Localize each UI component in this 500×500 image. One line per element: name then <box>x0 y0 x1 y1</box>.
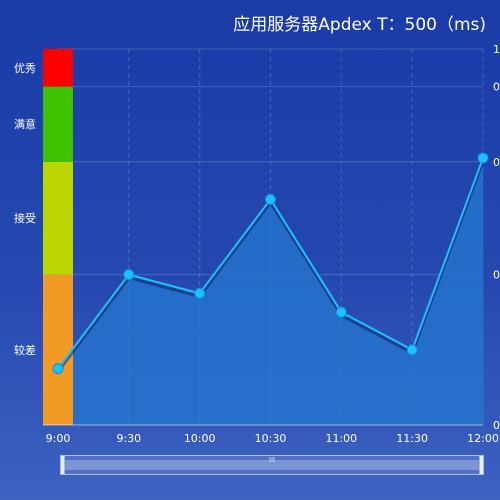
apdex-band <box>43 49 73 87</box>
x-tick-label: 10:00 <box>184 432 216 445</box>
apdex-band <box>43 86 73 162</box>
x-tick-label: 9:30 <box>116 432 141 445</box>
apdex-band <box>43 161 73 275</box>
axes: 较差 接受 满意 优秀 9:00 9:30 10:00 10:30 11:00 11:30 12:0… <box>14 43 500 445</box>
y-tick-label: 0 <box>493 156 500 169</box>
x-tick-label: 11:30 <box>396 432 428 445</box>
data-point <box>477 152 489 164</box>
data-point <box>406 344 418 356</box>
datazoom-slider[interactable]: III <box>60 455 484 475</box>
apdex-band-label: 较差 <box>14 343 36 357</box>
datazoom-grip-icon[interactable]: III <box>268 456 276 464</box>
data-point <box>123 269 135 281</box>
datazoom-left-handle[interactable] <box>60 455 65 475</box>
data-point <box>194 287 206 299</box>
y-tick-label: 1 <box>493 43 500 56</box>
data-point <box>265 193 276 205</box>
chart-title: 应用服务器Apdex T：500（ms) <box>233 15 486 35</box>
apdex-band-label: 满意 <box>14 117 36 131</box>
apdex-band <box>43 274 73 425</box>
data-points <box>52 152 489 375</box>
area-fill <box>58 158 483 426</box>
x-tick-label: 10:30 <box>255 432 287 445</box>
data-point <box>52 363 64 375</box>
apdex-band-label: 接受 <box>14 212 36 225</box>
apdex-bands <box>43 49 73 425</box>
series-area <box>58 158 483 426</box>
y-tick-label: 0 <box>493 269 500 282</box>
y-tick-label: 0 <box>493 419 500 432</box>
x-tick-label: 12:00 <box>467 432 499 445</box>
y-tick-label: 0 <box>493 81 500 94</box>
x-tick-label: 9:00 <box>46 432 71 445</box>
data-point <box>335 306 347 318</box>
x-tick-label: 11:00 <box>325 432 357 445</box>
datazoom-right-handle[interactable] <box>479 455 484 475</box>
datazoom-window[interactable] <box>64 460 480 470</box>
apdex-band-label: 优秀 <box>14 62 36 75</box>
